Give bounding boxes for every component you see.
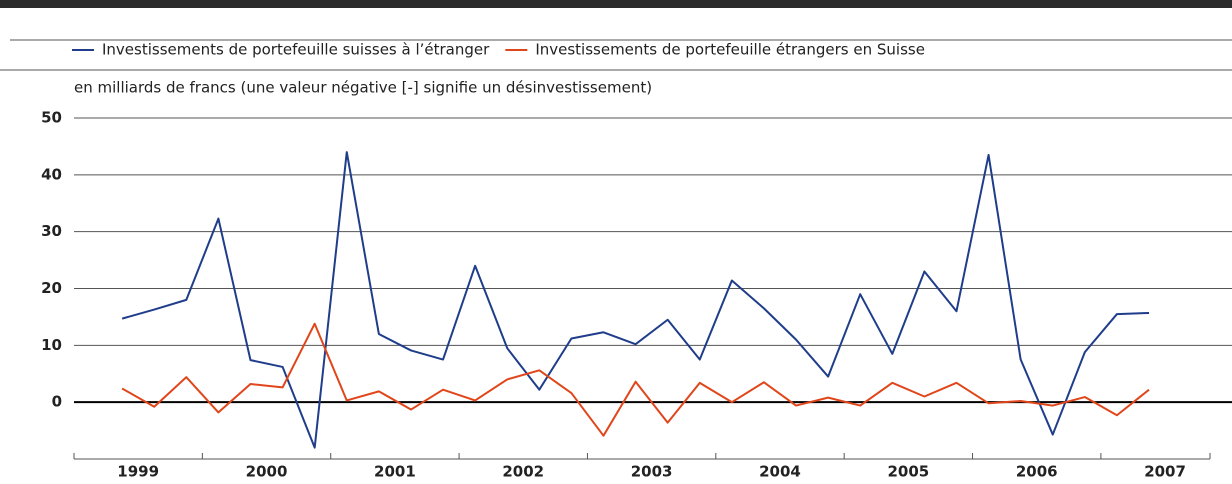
y-tick-label: 0 <box>52 393 62 411</box>
y-tick-label: 30 <box>41 222 62 240</box>
x-tick-label: 1999 <box>117 463 159 481</box>
x-tick-label: 2001 <box>374 463 416 481</box>
subtitle: en milliards de francs (une valeur négat… <box>74 79 652 97</box>
y-tick-label: 10 <box>41 336 62 354</box>
x-tick-label: 2003 <box>631 463 673 481</box>
top-bar <box>0 0 1232 8</box>
y-tick-label: 20 <box>41 279 62 297</box>
x-tick-label: 2002 <box>502 463 544 481</box>
y-tick-label: 50 <box>41 109 62 127</box>
series-line <box>121 322 1150 437</box>
x-tick-label: 2007 <box>1144 463 1186 481</box>
x-tick-label: 2000 <box>246 463 288 481</box>
legend-label: Investissements de portefeuille suisses … <box>102 41 490 59</box>
y-tick-label: 40 <box>41 165 62 183</box>
x-tick-label: 2004 <box>759 463 801 481</box>
x-tick-label: 2006 <box>1016 463 1058 481</box>
x-tick-label: 2005 <box>887 463 929 481</box>
legend-label: Investissements de portefeuille étranger… <box>535 41 925 59</box>
series-line <box>121 151 1150 449</box>
